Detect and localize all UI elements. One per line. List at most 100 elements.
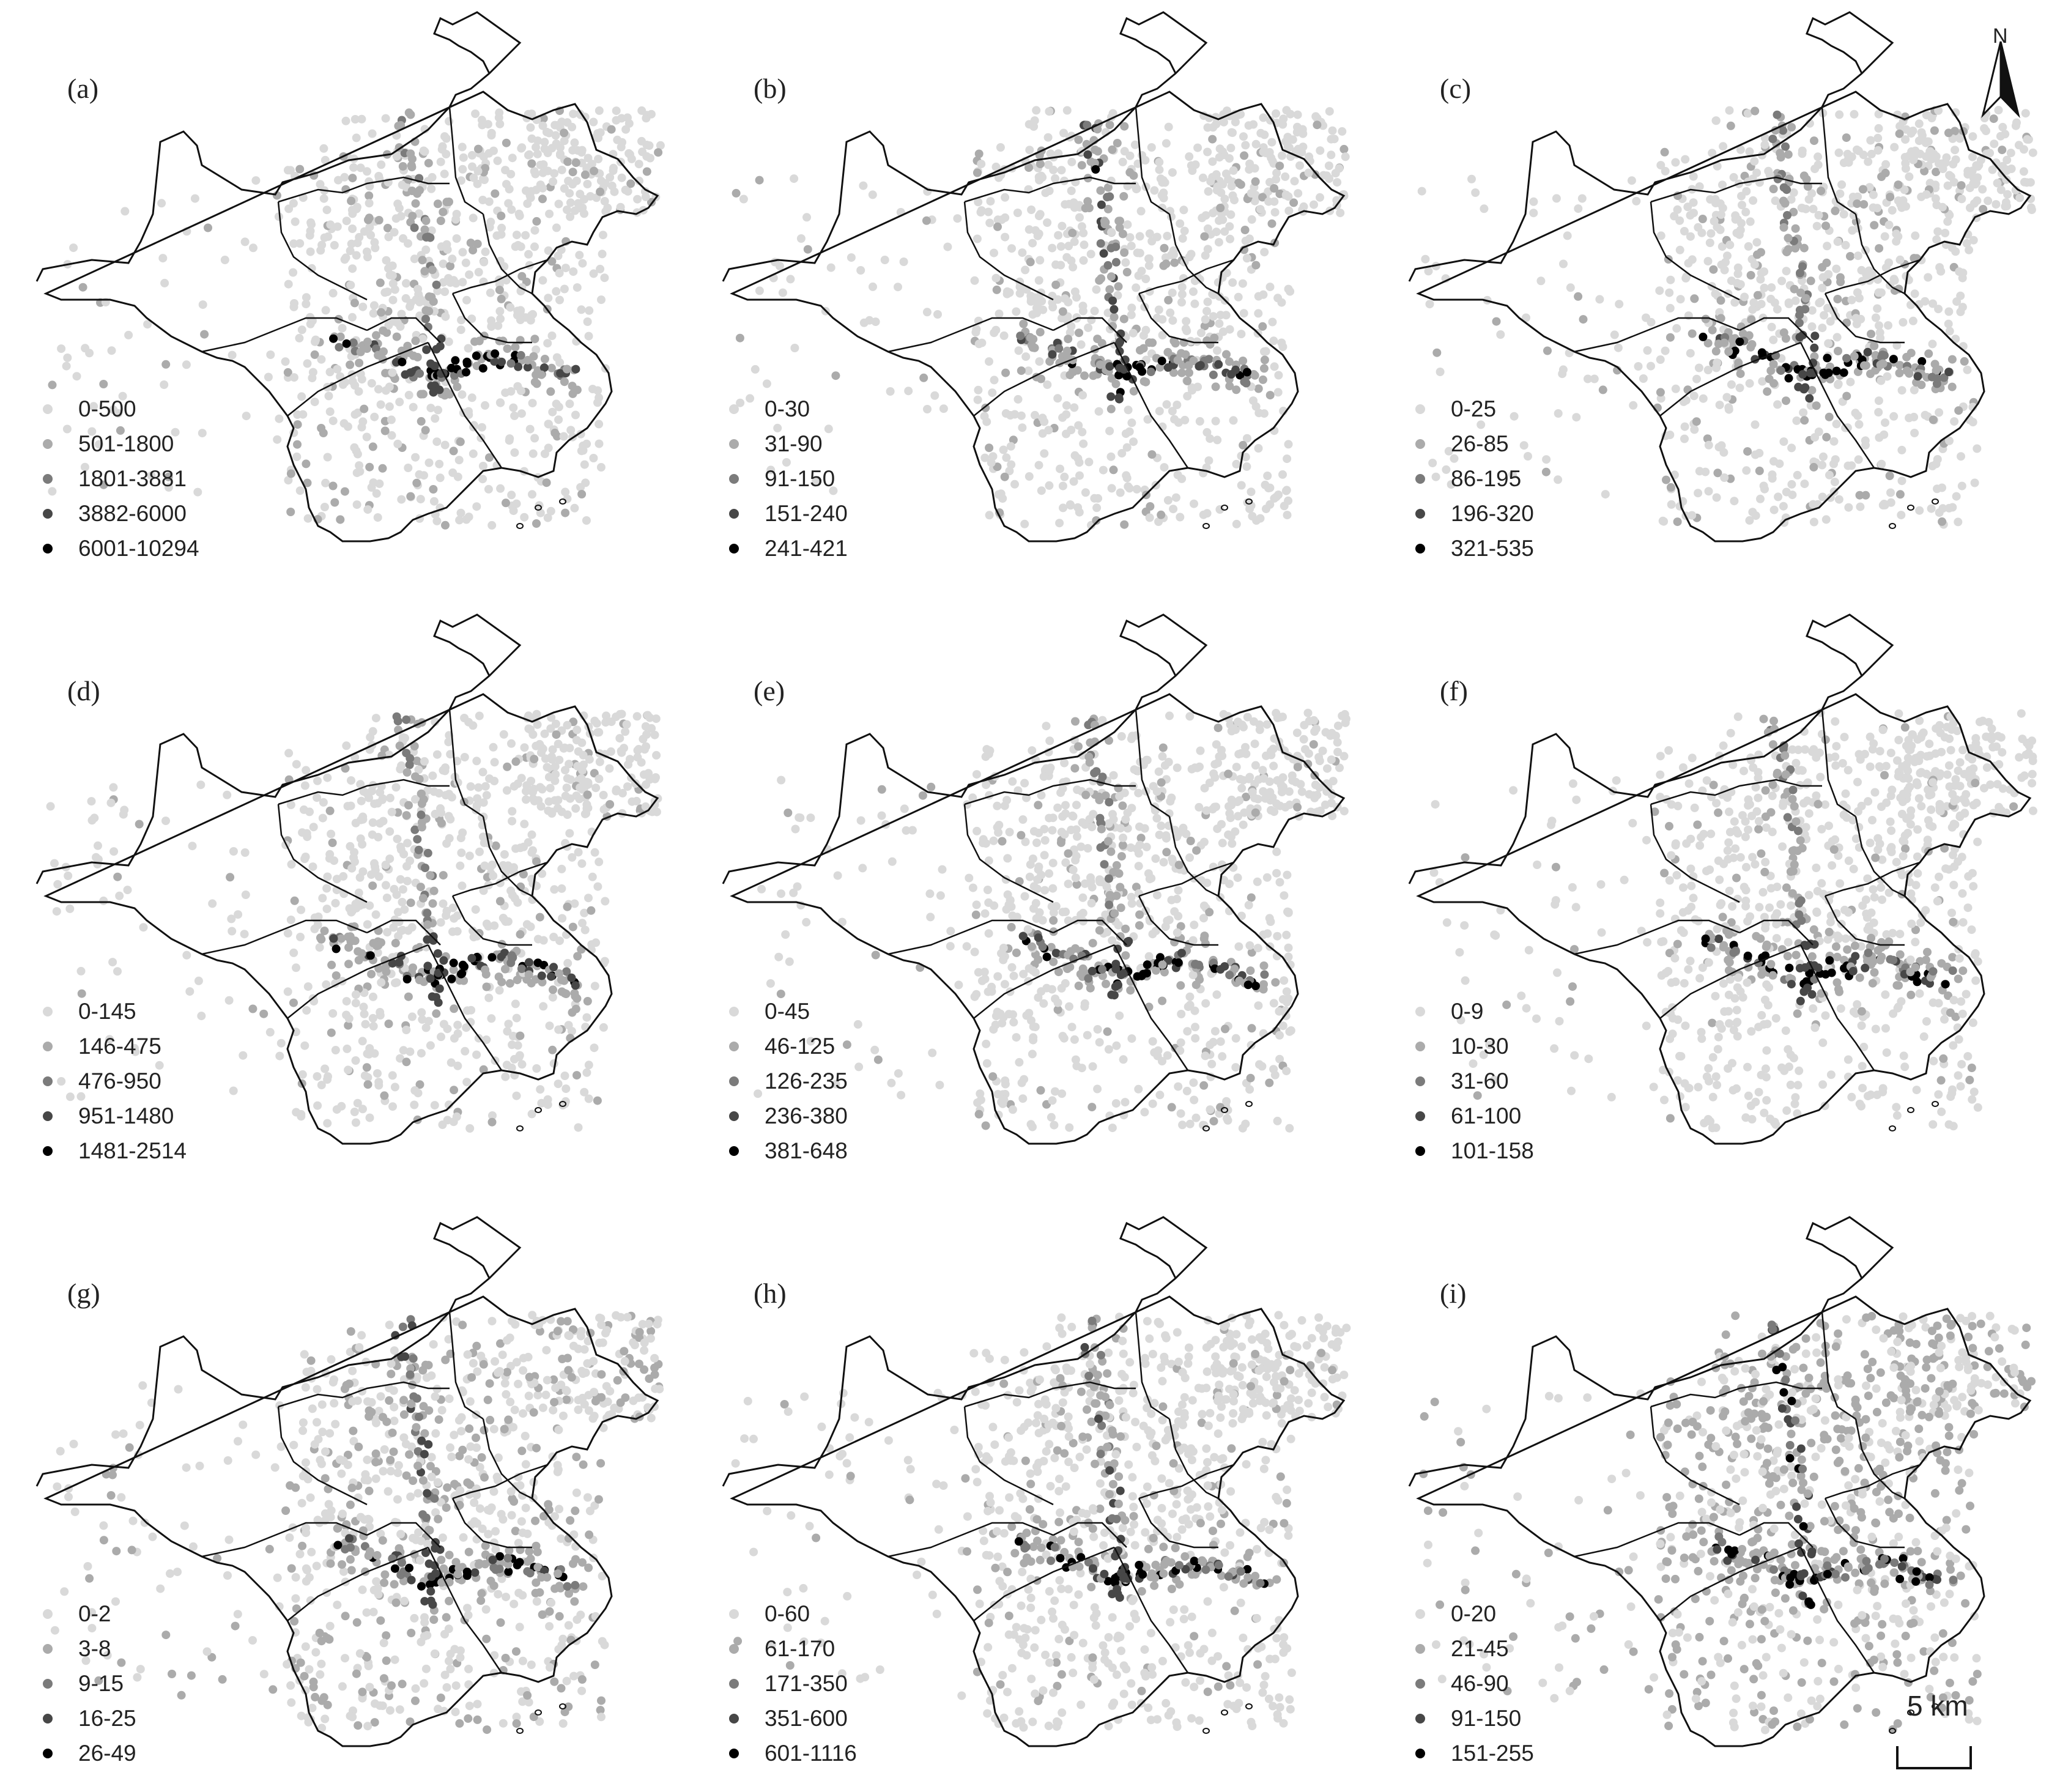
poi-point	[985, 218, 995, 228]
poi-point	[1212, 186, 1221, 195]
poi-point	[248, 1004, 258, 1013]
poi-point	[1880, 232, 1889, 241]
poi-point	[342, 997, 351, 1006]
poi-point	[1049, 908, 1058, 917]
poi-point	[1713, 161, 1722, 171]
poi-point	[540, 138, 549, 147]
poi-point	[517, 774, 526, 783]
poi-point	[1798, 370, 1807, 379]
poi-point	[1061, 858, 1070, 867]
poi-point	[1251, 402, 1261, 411]
poi-point	[1016, 331, 1025, 341]
poi-point	[350, 1108, 359, 1116]
poi-point	[1417, 187, 1426, 196]
poi-point	[1220, 194, 1229, 204]
poi-point	[1132, 883, 1141, 892]
poi-point	[1191, 1113, 1201, 1122]
poi-point	[240, 237, 250, 246]
poi-point	[1284, 440, 1293, 449]
poi-point	[417, 799, 426, 808]
poi-point	[275, 1051, 284, 1061]
poi-point	[1062, 401, 1071, 410]
poi-point	[824, 424, 833, 434]
poi-point	[1040, 824, 1049, 834]
legend-label: 0-30	[765, 396, 810, 421]
poi-point	[1270, 208, 1280, 217]
poi-point	[595, 420, 604, 429]
poi-point	[1159, 188, 1168, 198]
poi-point	[1065, 1123, 1074, 1132]
poi-point	[1002, 453, 1011, 462]
poi-point	[1243, 498, 1252, 507]
poi-point	[621, 185, 630, 194]
poi-point	[1191, 160, 1200, 169]
poi-point	[367, 483, 376, 492]
poi-point	[420, 977, 428, 987]
poi-point	[474, 144, 483, 154]
poi-point	[1051, 174, 1060, 183]
poi-point	[1182, 327, 1191, 336]
poi-point	[1814, 152, 1823, 161]
poi-point	[353, 1098, 362, 1108]
poi-point	[1213, 346, 1221, 355]
poi-point	[392, 890, 401, 899]
poi-point	[1874, 408, 1883, 417]
poi-point	[584, 331, 593, 341]
poi-point	[1791, 296, 1800, 305]
poi-point	[544, 420, 553, 429]
poi-point	[1730, 497, 1739, 506]
poi-point	[1258, 1062, 1267, 1071]
poi-point	[106, 798, 116, 807]
poi-point	[1259, 364, 1269, 373]
poi-point	[62, 361, 71, 371]
poi-point	[638, 147, 647, 157]
poi-point	[552, 139, 561, 148]
poi-point	[343, 1044, 352, 1053]
poi-point	[522, 795, 530, 804]
poi-point	[1932, 235, 1941, 244]
poi-point	[1100, 220, 1110, 229]
poi-point	[557, 165, 566, 174]
poi-point	[1039, 999, 1048, 1008]
poi-point	[1240, 377, 1249, 387]
poi-point	[171, 428, 180, 437]
poi-point	[1984, 196, 1993, 205]
poi-point	[491, 841, 500, 850]
poi-point	[204, 223, 212, 232]
poi-point	[1955, 134, 1965, 143]
poi-point	[1234, 942, 1243, 951]
legend-item: 241-421	[729, 531, 848, 566]
poi-point	[1853, 192, 1862, 201]
poi-point	[57, 344, 66, 354]
poi-point	[1833, 237, 1842, 246]
poi-point	[1027, 1016, 1036, 1025]
poi-point	[796, 234, 806, 243]
poi-point	[469, 449, 478, 458]
poi-point	[1810, 136, 1818, 146]
poi-point	[1792, 416, 1801, 425]
poi-point	[595, 757, 604, 766]
poi-point	[1193, 382, 1202, 391]
poi-point	[352, 468, 361, 478]
poi-point	[596, 128, 605, 137]
poi-point	[458, 248, 467, 257]
poi-point	[1266, 917, 1275, 926]
district-boundary	[452, 259, 548, 295]
poi-point	[344, 1021, 353, 1030]
poi-point	[223, 790, 232, 799]
poi-point	[548, 407, 557, 417]
poi-point	[2020, 145, 2028, 154]
poi-point	[404, 801, 413, 810]
poi-point	[370, 1049, 379, 1058]
poi-point	[479, 1065, 488, 1074]
poi-point	[1040, 417, 1049, 426]
poi-point	[1809, 462, 1818, 472]
district-boundary	[1135, 106, 1170, 215]
poi-point	[1114, 393, 1124, 402]
poi-point	[555, 358, 565, 367]
poi-point	[1032, 106, 1041, 115]
poi-point	[1073, 366, 1082, 375]
poi-point	[1930, 360, 1940, 369]
poi-point	[1037, 374, 1045, 383]
poi-point	[508, 954, 517, 963]
